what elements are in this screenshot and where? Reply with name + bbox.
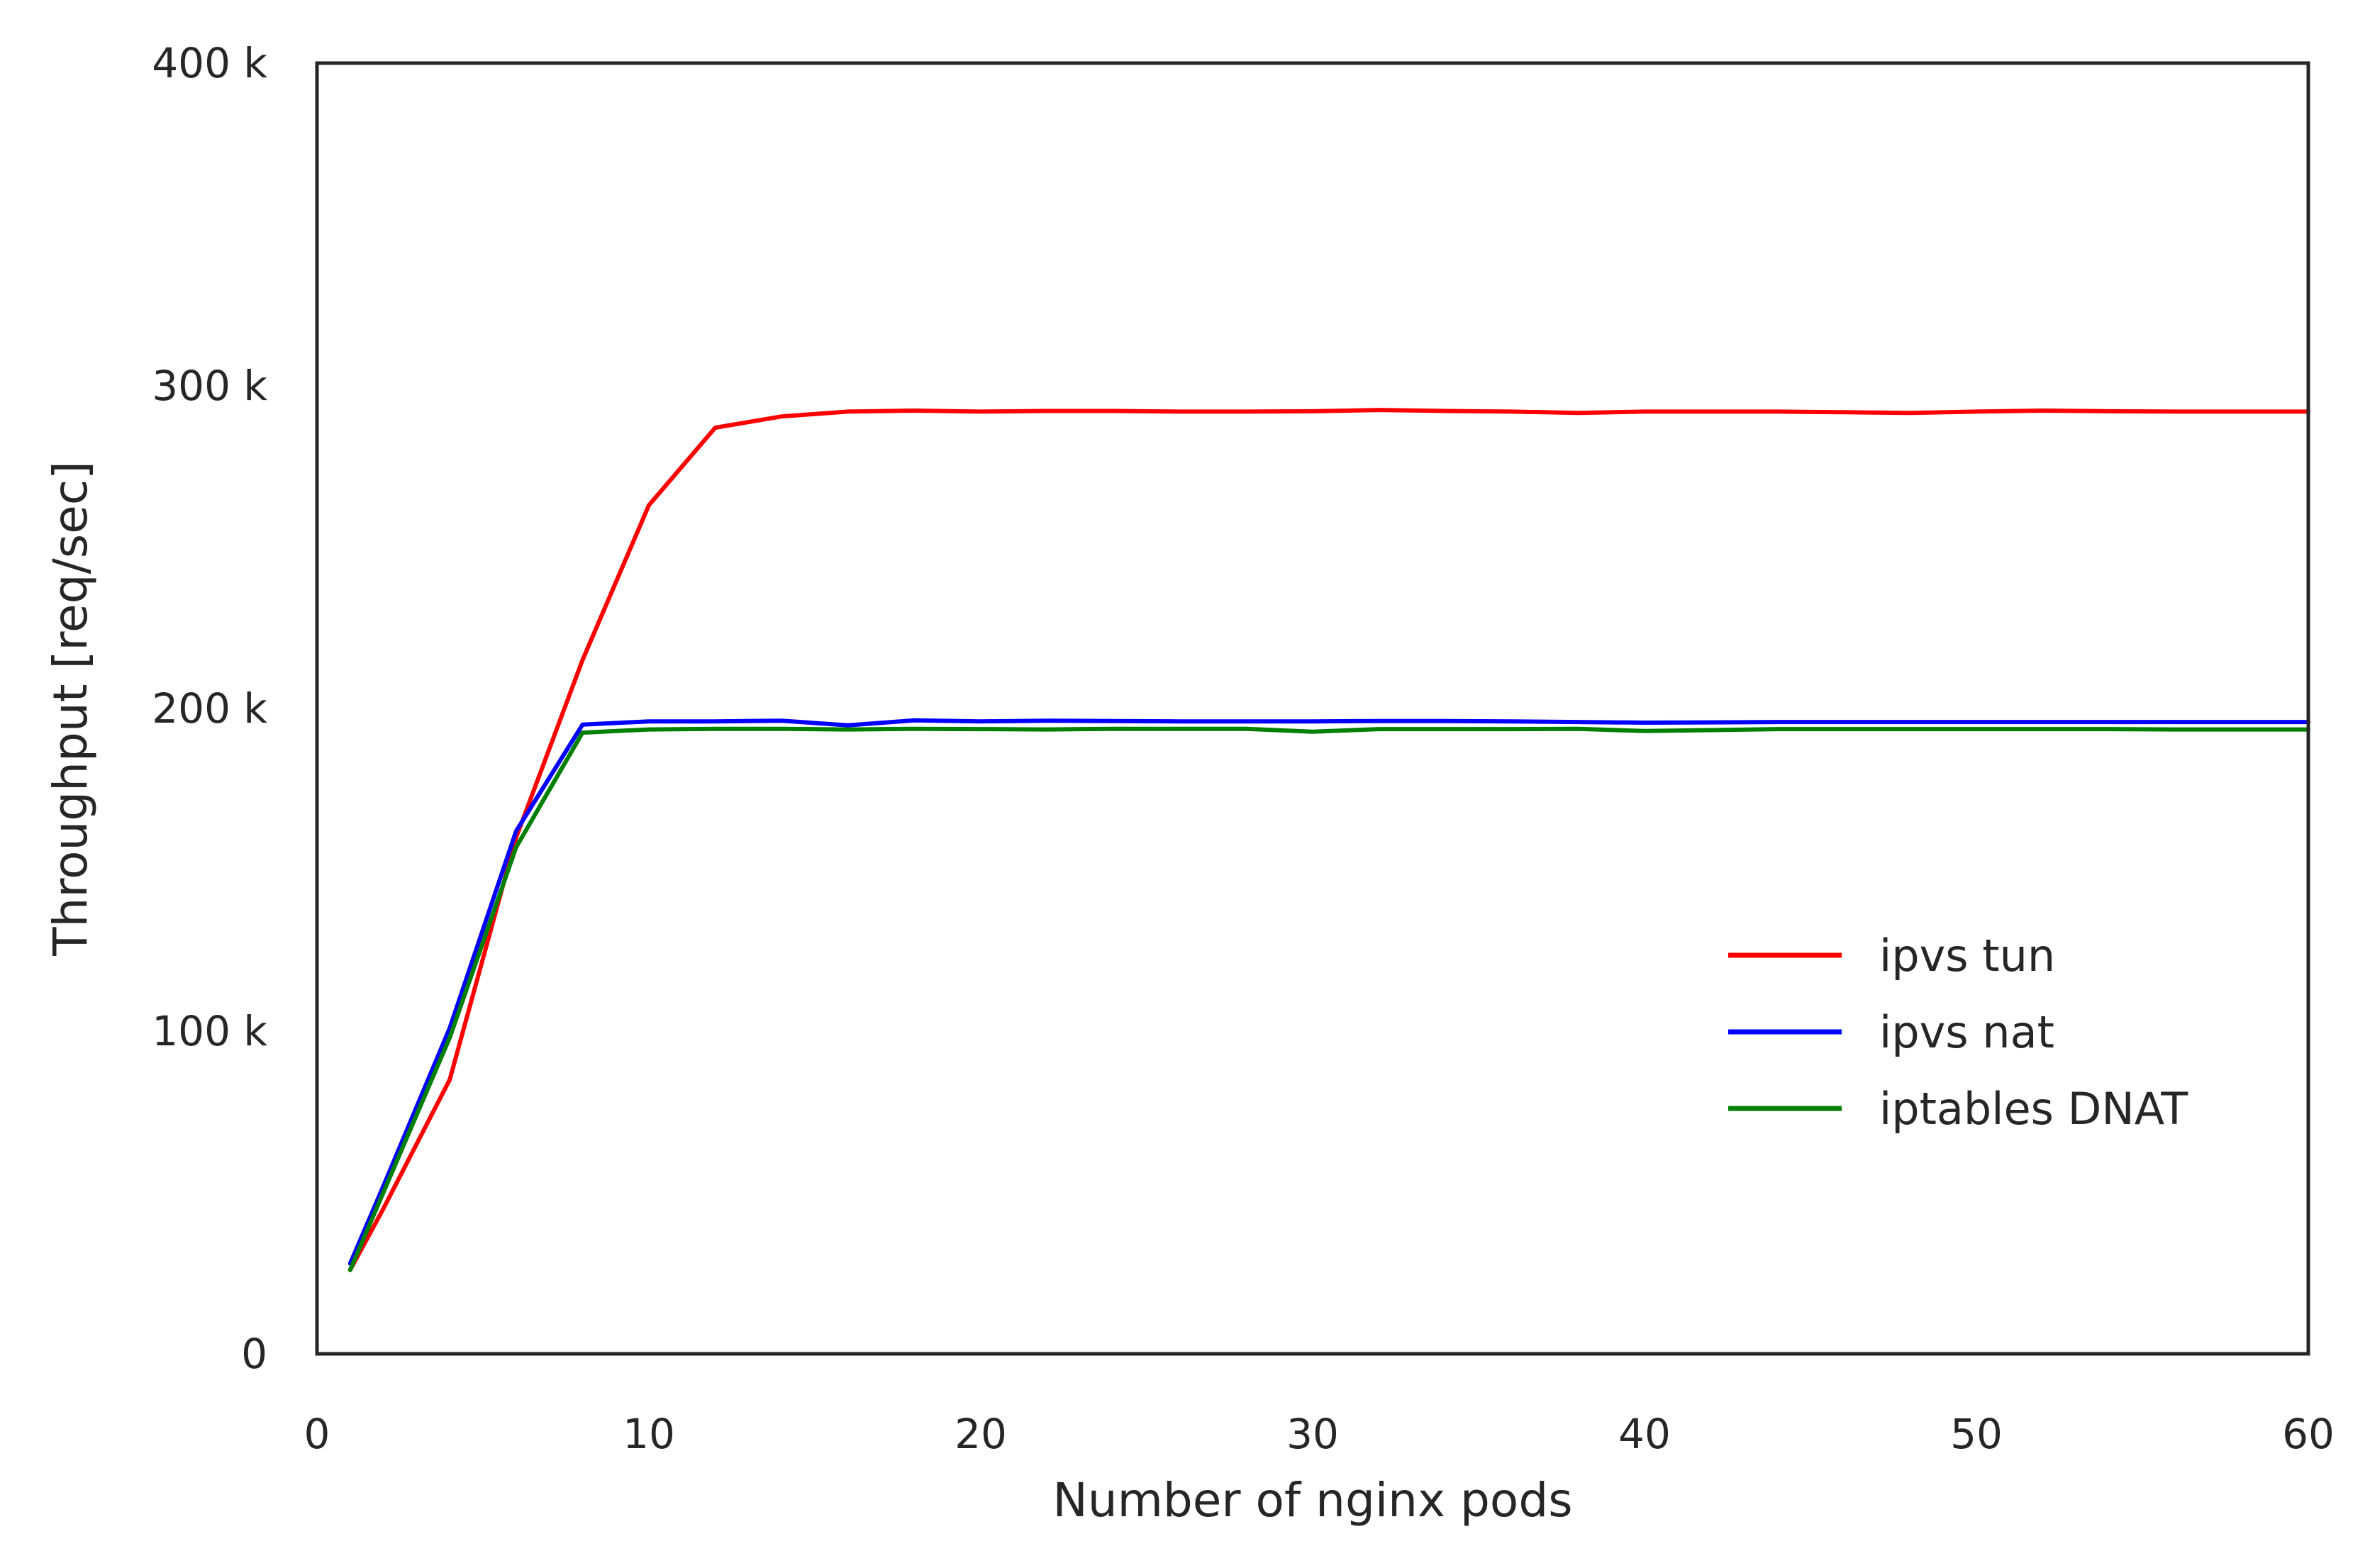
y-tick-label: 100 k (152, 1007, 267, 1055)
y-tick-label: 0 (241, 1330, 267, 1378)
legend-item-iptables-dnat: iptables DNAT (1728, 1083, 2188, 1135)
x-tick-label: 50 (1950, 1410, 2003, 1458)
series-layer (347, 408, 2310, 1272)
x-axis-label: Number of nginx pods (1052, 1473, 1572, 1528)
legend-label: iptables DNAT (1879, 1083, 2188, 1135)
x-tick-label: 10 (623, 1410, 675, 1458)
x-axis-ticks: 0 10 20 30 40 50 60 (304, 1410, 2335, 1458)
legend-item-ipvs-tun: ipvs tun (1728, 930, 2055, 982)
legend-label: ipvs nat (1879, 1006, 2054, 1058)
x-tick-label: 20 (955, 1410, 1007, 1458)
x-tick-label: 60 (2282, 1410, 2335, 1458)
x-tick-label: 40 (1618, 1410, 1671, 1458)
x-tick-label: 0 (304, 1410, 330, 1458)
y-axis-ticks: 0 100 k 200 k 300 k 400 k (152, 39, 267, 1378)
y-tick-label: 300 k (152, 362, 267, 410)
plot-frame (315, 61, 2310, 1356)
series-line-ipvs-nat (347, 718, 2310, 1266)
y-tick-label: 200 k (152, 684, 267, 733)
legend-label: ipvs tun (1879, 930, 2055, 982)
series-line-iptables-dnat (347, 726, 2310, 1272)
x-tick-label: 30 (1286, 1410, 1339, 1458)
legend: ipvs tun ipvs nat iptables DNAT (1728, 930, 2188, 1135)
legend-item-ipvs-nat: ipvs nat (1728, 1006, 2054, 1058)
y-axis-label: Throughput [req/sec] (43, 461, 98, 957)
y-tick-label: 400 k (152, 39, 267, 87)
series-line-ipvs-tun (347, 408, 2310, 1272)
